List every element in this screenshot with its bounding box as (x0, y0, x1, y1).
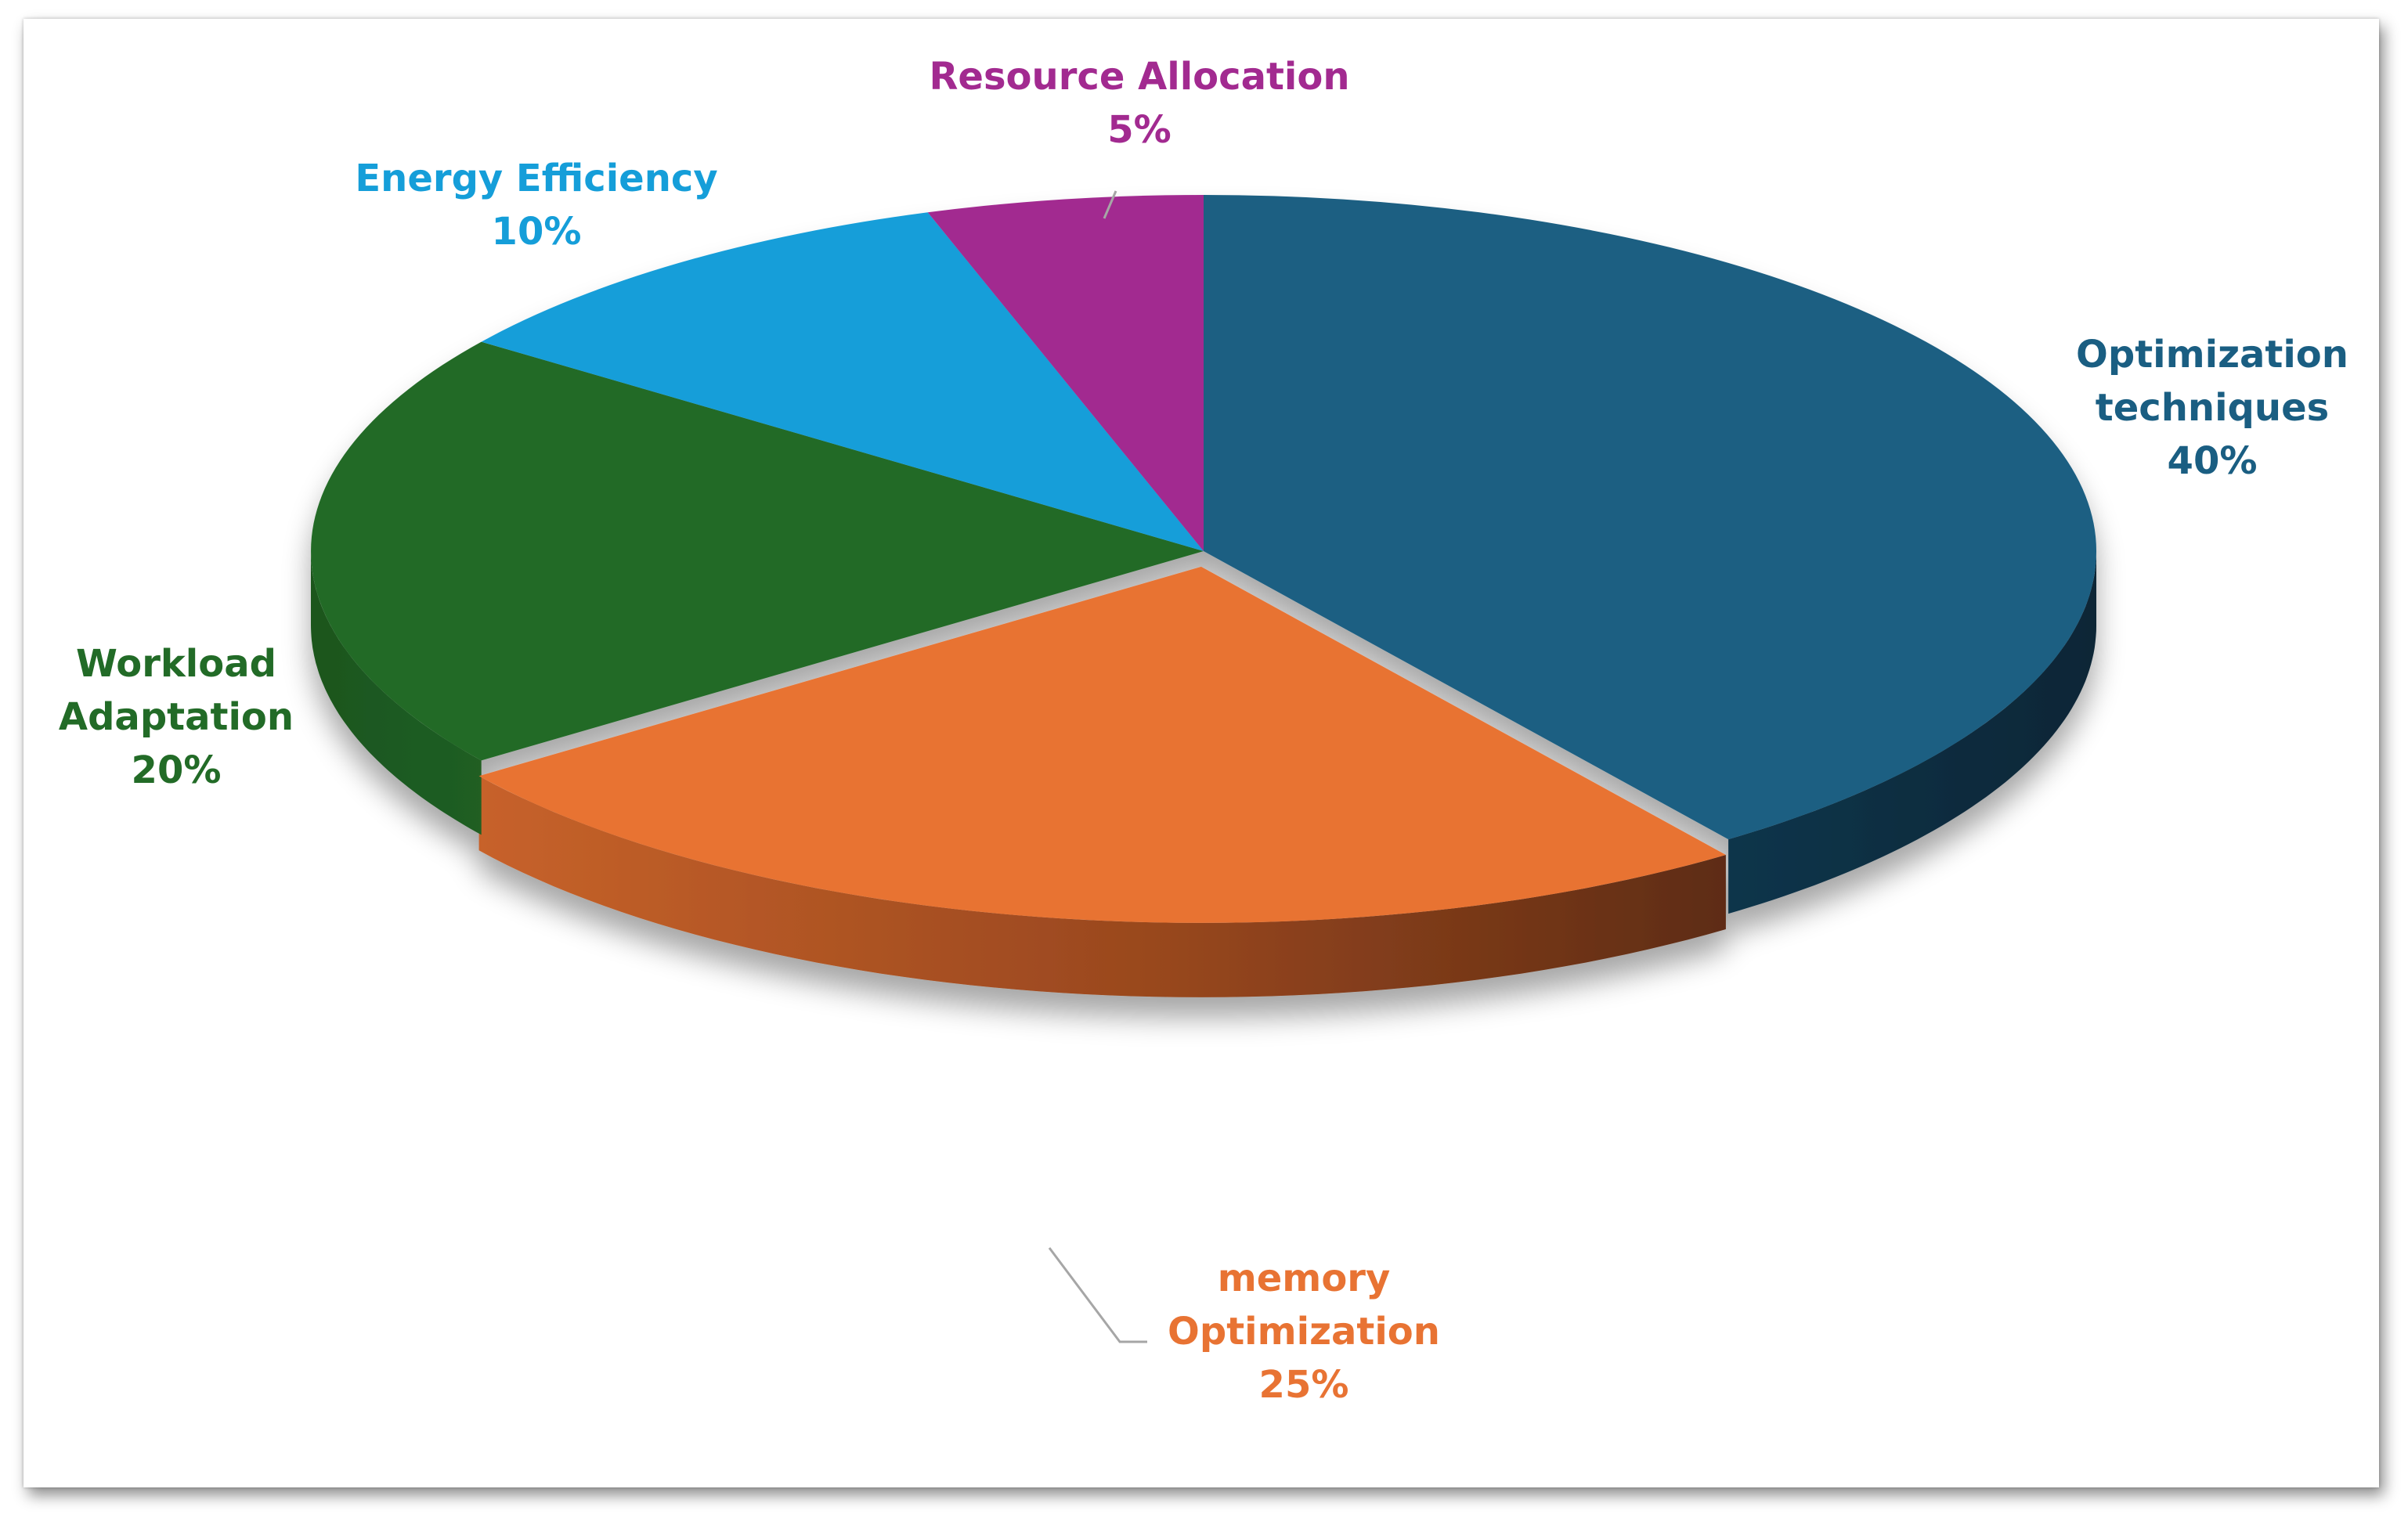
leader-lines (1048, 190, 1147, 1343)
percent-label: 10% (492, 210, 582, 254)
pie-slice-workload-adaptation (311, 341, 1204, 761)
leader-line-resource-allocation (1103, 190, 1117, 219)
percent-label: 20% (132, 748, 222, 792)
pie-slices (311, 195, 2097, 997)
pie-side-workload-adaptation (311, 551, 482, 835)
percent-label: 25% (1259, 1363, 1349, 1407)
category-label: memory (1218, 1256, 1391, 1300)
data-label-workload-adaptation: Workload Adaptation 20% (59, 642, 294, 792)
slice-labels: Optimization techniques 40% memory Optimizat… (59, 55, 2348, 1407)
category-label: Workload (76, 642, 276, 686)
pie-chart: Optimization techniques 40% memory Optimizat… (59, 55, 2348, 1407)
category-label: Energy Efficiency (355, 157, 717, 200)
pie-side-optimization-techniques (1728, 551, 2096, 914)
category-label: techniques (2096, 386, 2329, 430)
pie-slice-energy-efficiency (481, 212, 1204, 551)
data-label-resource-allocation: Resource Allocation 5% (929, 55, 1349, 152)
pie-slice-resource-allocation (927, 195, 1204, 551)
data-label-energy-efficiency: Energy Efficiency 10% (355, 157, 717, 254)
pie-side-memory-optimization (478, 776, 1726, 997)
category-label: Resource Allocation (929, 55, 1349, 99)
pie-slice-optimization-techniques (1204, 195, 2097, 840)
category-label: Optimization (2076, 333, 2348, 377)
data-label-optimization-techniques: Optimization techniques 40% (2076, 333, 2348, 483)
category-label: Adaptation (59, 695, 294, 739)
chart-frame: Optimization techniques 40% memory Optimizat… (23, 19, 2379, 1487)
percent-label: 5% (1107, 108, 1172, 152)
percent-label: 40% (2168, 439, 2258, 483)
data-label-memory-optimization: memory Optimization 25% (1168, 1256, 1440, 1407)
pie-slice-memory-optimization (478, 566, 1726, 923)
leader-line-memory-optimization (1048, 1247, 1147, 1343)
category-label: Optimization (1168, 1310, 1440, 1354)
